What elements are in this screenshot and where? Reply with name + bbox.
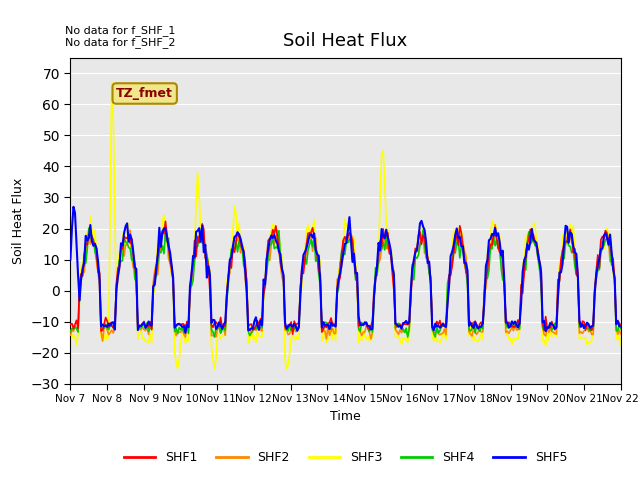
Text: TZ_fmet: TZ_fmet <box>116 87 173 100</box>
SHF4 <box>404 334 412 340</box>
SHF2 <box>617 331 625 337</box>
SHF2 <box>492 222 499 228</box>
SHF3 <box>234 241 241 247</box>
Legend: SHF1, SHF2, SHF3, SHF4, SHF5: SHF1, SHF2, SHF3, SHF4, SHF5 <box>119 446 572 469</box>
SHF2 <box>99 338 106 344</box>
SHF4 <box>260 291 268 297</box>
SHF5 <box>252 314 260 320</box>
SHF4 <box>250 326 258 332</box>
SHF4 <box>617 326 625 332</box>
SHF1 <box>289 331 296 337</box>
SHF2 <box>232 235 240 241</box>
Y-axis label: Soil Heat Flux: Soil Heat Flux <box>12 178 25 264</box>
SHF2 <box>260 286 268 292</box>
SHF3 <box>617 342 625 348</box>
SHF5 <box>234 229 241 235</box>
Line: SHF2: SHF2 <box>70 225 621 341</box>
SHF3 <box>67 329 74 335</box>
SHF5 <box>310 230 318 236</box>
SHF1 <box>232 239 240 245</box>
Line: SHF5: SHF5 <box>70 207 621 333</box>
SHF1 <box>67 321 74 327</box>
SHF3 <box>136 331 143 336</box>
SHF4 <box>85 225 93 231</box>
SHF3 <box>310 217 318 223</box>
X-axis label: Time: Time <box>330 410 361 423</box>
SHF1 <box>260 291 268 297</box>
SHF1 <box>589 320 597 326</box>
SHF3 <box>589 326 597 332</box>
SHF1 <box>250 326 258 332</box>
SHF2 <box>308 249 316 254</box>
SHF3 <box>108 80 116 85</box>
Title: Soil Heat Flux: Soil Heat Flux <box>284 33 408 50</box>
SHF5 <box>589 323 597 328</box>
SHF1 <box>162 218 170 224</box>
SHF5 <box>70 204 77 210</box>
SHF5 <box>261 282 269 288</box>
SHF2 <box>250 325 258 331</box>
SHF4 <box>308 244 316 250</box>
SHF4 <box>589 327 597 333</box>
SHF5 <box>136 323 143 328</box>
SHF5 <box>617 324 625 329</box>
SHF3 <box>261 280 269 286</box>
SHF4 <box>136 324 143 330</box>
SHF4 <box>232 238 240 243</box>
SHF4 <box>67 328 74 334</box>
Text: No data for f_SHF_1
No data for f_SHF_2: No data for f_SHF_1 No data for f_SHF_2 <box>65 25 175 48</box>
SHF2 <box>589 332 597 337</box>
SHF3 <box>252 340 260 346</box>
Line: SHF4: SHF4 <box>70 228 621 337</box>
SHF5 <box>182 330 189 336</box>
SHF3 <box>174 366 182 372</box>
Line: SHF3: SHF3 <box>70 83 621 369</box>
SHF2 <box>136 326 143 332</box>
SHF2 <box>67 332 74 338</box>
Line: SHF1: SHF1 <box>70 221 621 334</box>
SHF1 <box>310 234 318 240</box>
SHF1 <box>617 322 625 328</box>
SHF1 <box>134 324 141 330</box>
SHF5 <box>67 257 74 263</box>
